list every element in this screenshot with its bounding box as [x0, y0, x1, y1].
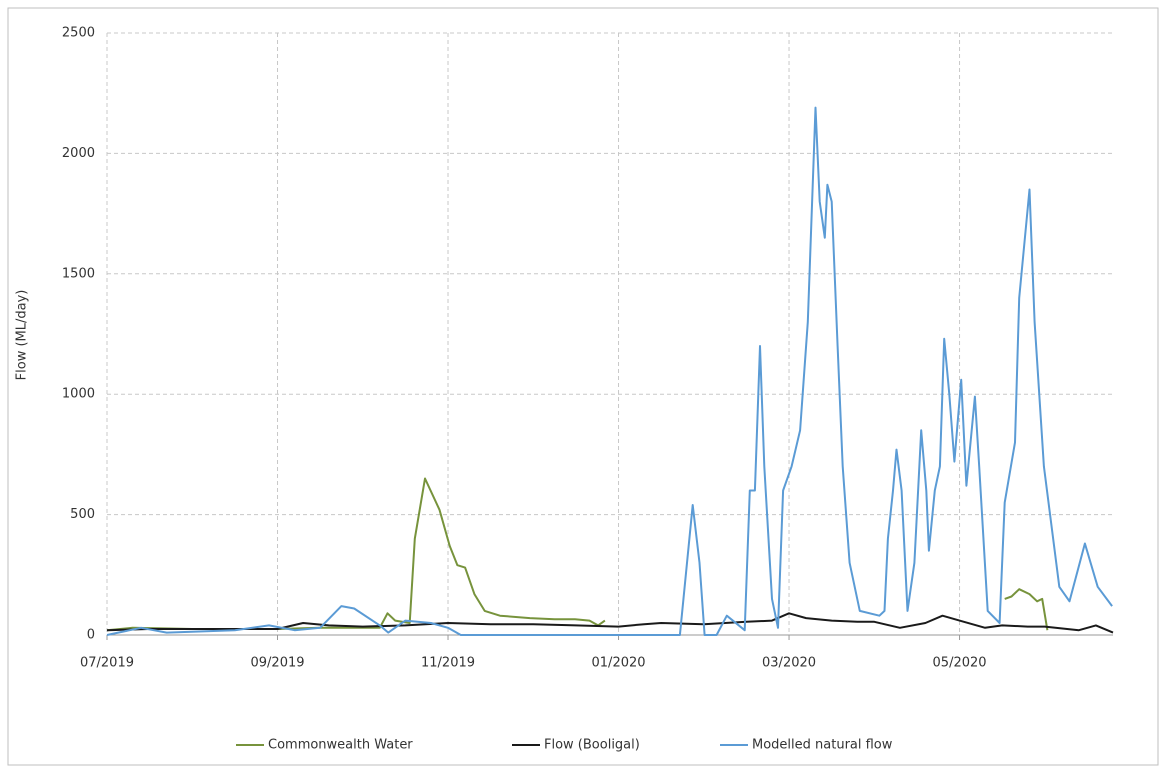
- y-axis-label: Flow (ML/day): [15, 290, 30, 381]
- y-tick-label: 1500: [62, 266, 95, 281]
- x-tick-label: 07/2019: [80, 656, 134, 671]
- y-tick-label: 0: [87, 628, 95, 643]
- y-tick-label: 500: [70, 507, 95, 522]
- legend-label: Flow (Booligal): [544, 738, 640, 753]
- legend-label: Commonwealth Water: [268, 738, 413, 753]
- x-tick-label: 05/2020: [933, 656, 987, 671]
- x-tick-label: 11/2019: [421, 656, 475, 671]
- chart-frame: [7, 7, 1159, 766]
- series-line: [106, 612, 1114, 634]
- y-tick-label: 1000: [62, 387, 95, 402]
- y-tick-label: 2500: [62, 26, 95, 41]
- series-line: [106, 106, 1113, 636]
- y-tick-label: 2000: [62, 146, 95, 161]
- x-tick-label: 03/2020: [762, 656, 816, 671]
- x-tick-label: 09/2019: [251, 656, 305, 671]
- x-tick-label: 01/2020: [592, 656, 646, 671]
- legend-label: Modelled natural flow: [752, 738, 893, 753]
